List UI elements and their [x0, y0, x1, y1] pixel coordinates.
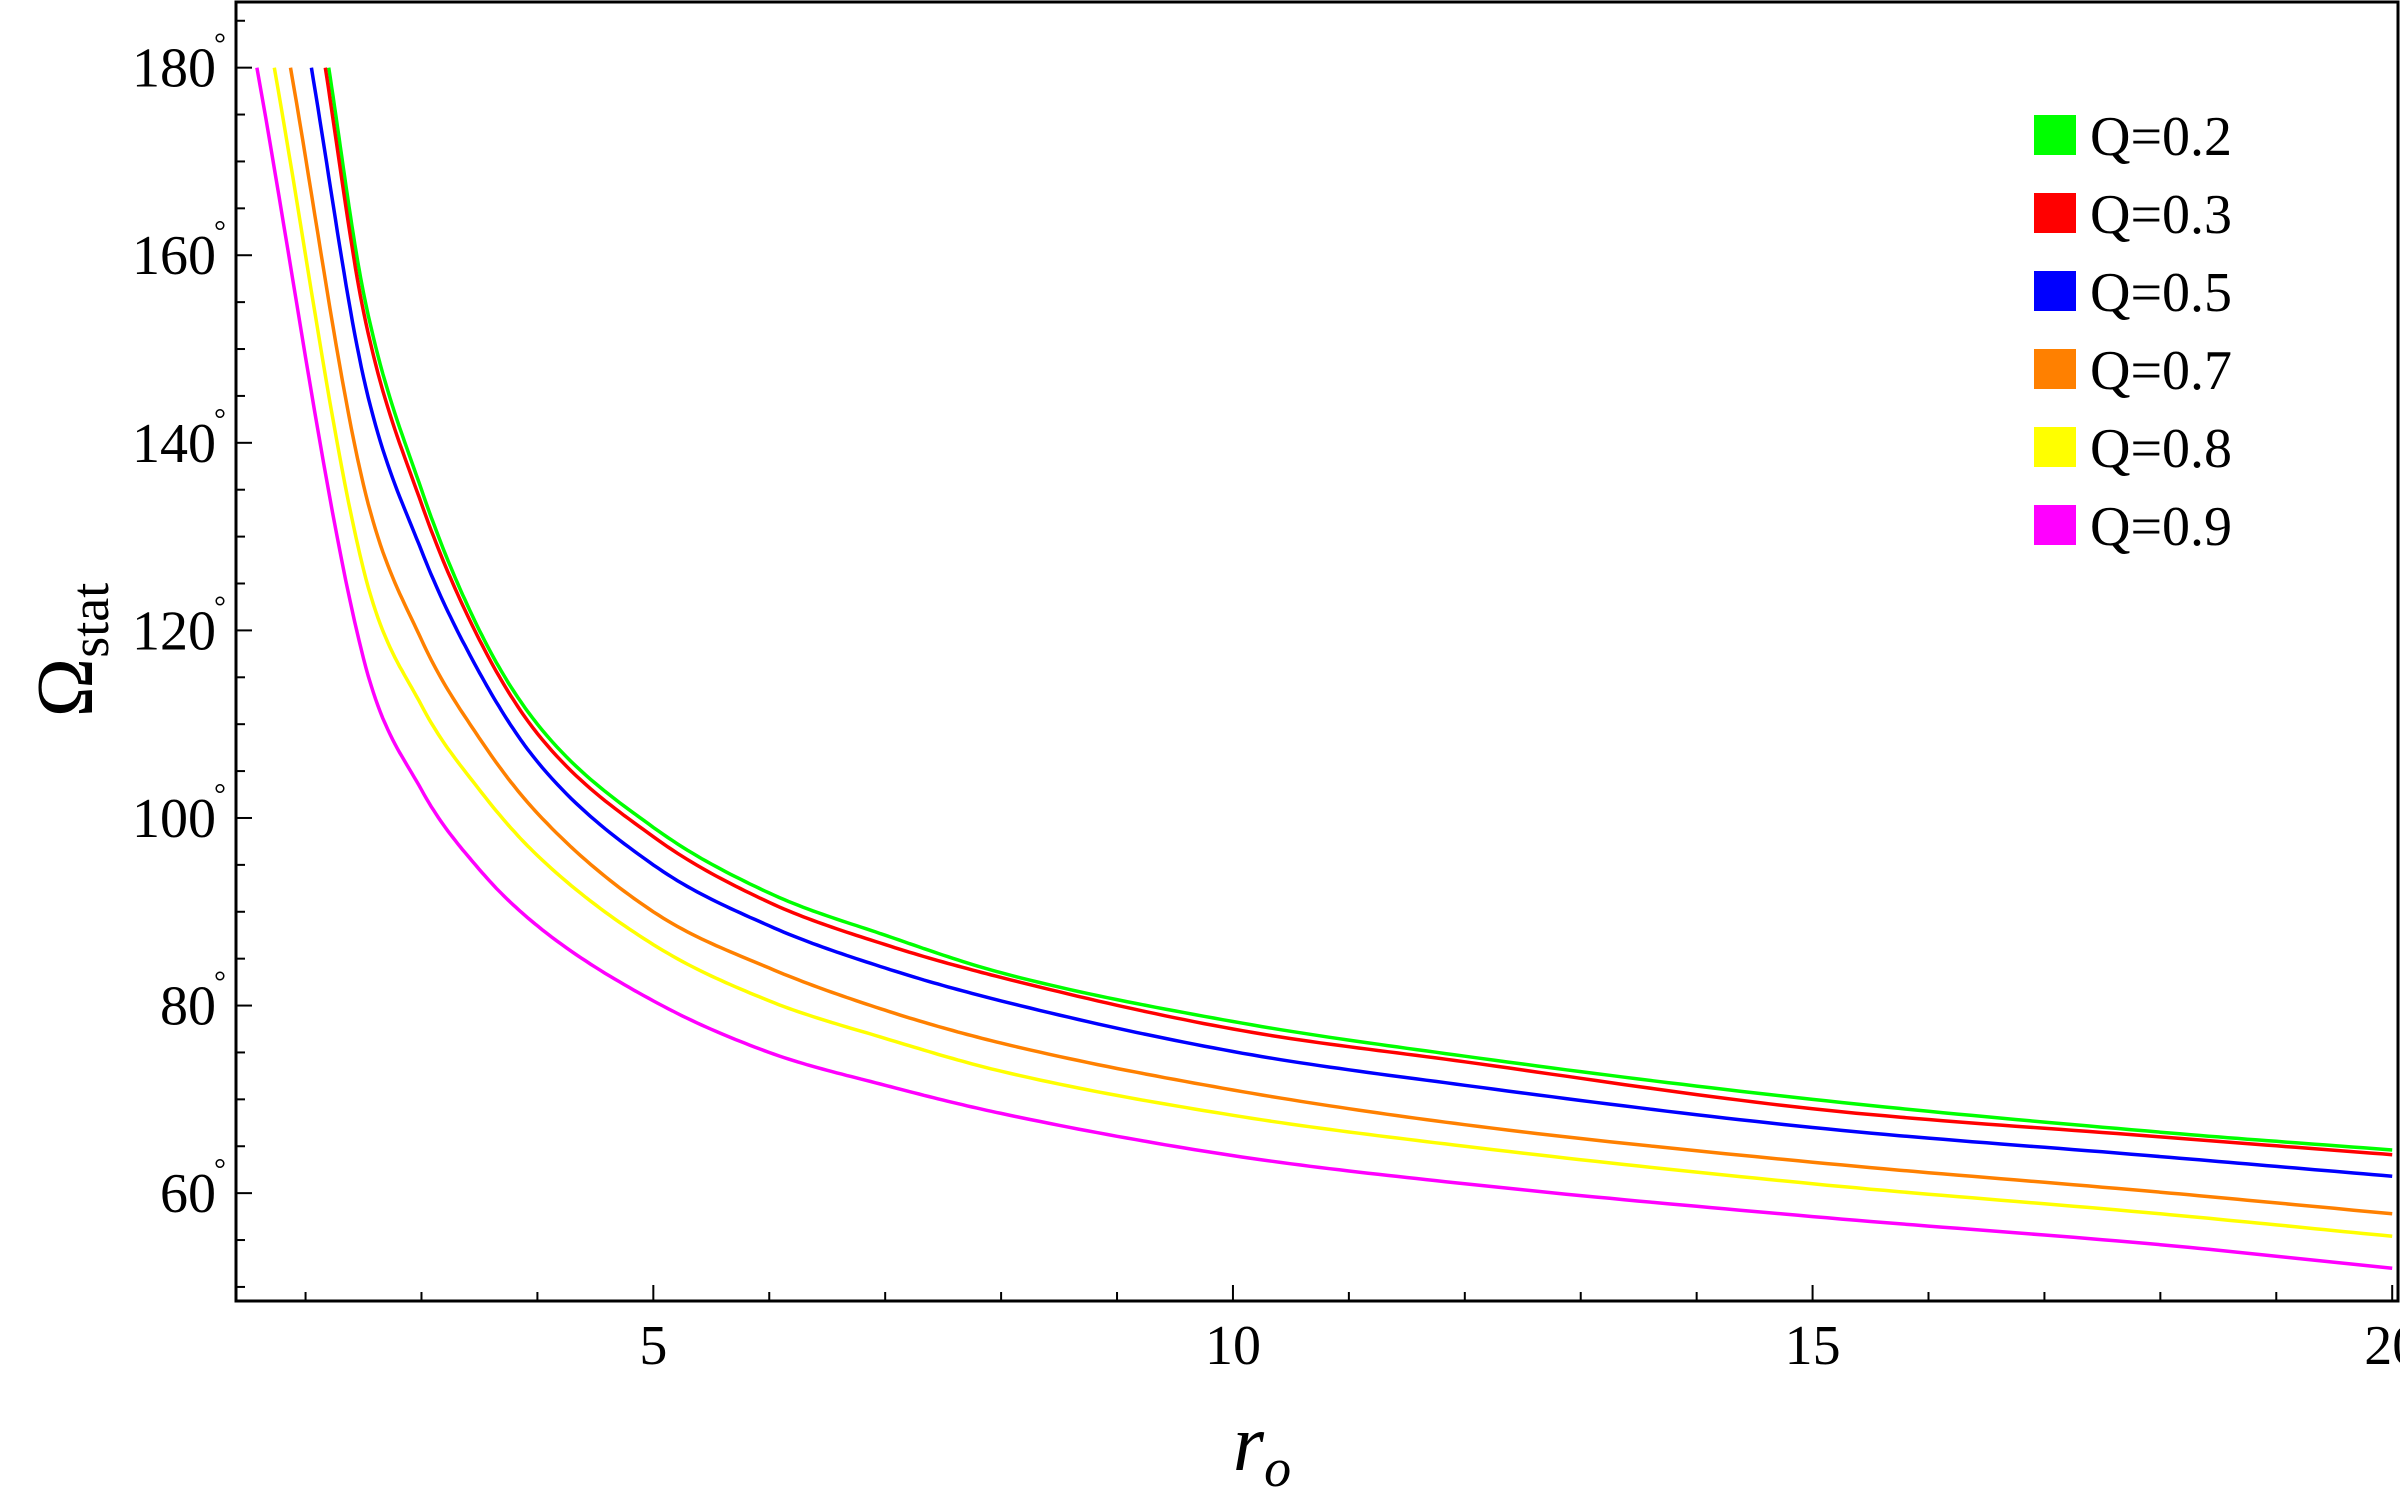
x-axis-ticks: 5 10 15 20: [304, 1285, 2400, 1377]
y-tick-degree: °: [214, 1153, 226, 1186]
x-tick-label: 15: [1785, 1315, 1841, 1377]
y-tick-degree: °: [214, 778, 226, 811]
y-tick-label: 180: [132, 38, 216, 100]
y-axis-title: Ωstat: [22, 583, 120, 717]
y-axis-ticks: 60°80°100°120°140°160°180°: [132, 19, 252, 1288]
y-tick-label: 100: [132, 788, 216, 850]
series-line-2: [309, 67, 2393, 1179]
y-axis-title-sub: stat: [60, 583, 120, 658]
series-line-4: [272, 67, 2393, 1239]
y-tick-label: 80: [160, 976, 216, 1038]
x-axis-title-sub: o: [1264, 1438, 1291, 1492]
y-tick-degree: °: [214, 215, 226, 248]
series-curves: [255, 67, 2393, 1270]
legend-label: Q=0.9: [2090, 496, 2232, 558]
y-tick-label: 120: [132, 600, 216, 662]
x-axis-title-main: r: [1233, 1400, 1265, 1488]
legend: Q=0.2 Q=0.3 Q=0.5 Q=0.7 Q=0.8 Q=0.9: [2034, 106, 2232, 558]
x-tick-label: 10: [1205, 1315, 1261, 1377]
x-tick-label: 5: [639, 1315, 667, 1377]
y-tick-label: 160: [132, 225, 216, 287]
series-line-0: [326, 67, 2393, 1152]
legend-label: Q=0.2: [2090, 106, 2232, 168]
plot-frame: [234, 0, 2400, 1303]
legend-label: Q=0.5: [2090, 262, 2232, 324]
legend-swatch: [2034, 193, 2076, 233]
legend-swatch: [2034, 271, 2076, 311]
legend-label: Q=0.8: [2090, 418, 2232, 480]
x-axis-title: ro: [1233, 1400, 1291, 1492]
x-tick-label: 20: [2364, 1315, 2400, 1377]
legend-swatch: [2034, 427, 2076, 467]
series-line-1: [323, 67, 2393, 1157]
y-tick-degree: °: [214, 28, 226, 61]
legend-swatch: [2034, 115, 2076, 155]
legend-swatch: [2034, 505, 2076, 545]
y-tick-degree: °: [214, 403, 226, 436]
y-tick-label: 140: [132, 413, 216, 475]
y-tick-degree: °: [214, 590, 226, 623]
legend-swatch: [2034, 349, 2076, 389]
y-axis-title-main: Ω: [22, 658, 110, 717]
series-line-3: [288, 67, 2393, 1216]
legend-label: Q=0.7: [2090, 340, 2232, 402]
legend-label: Q=0.3: [2090, 184, 2232, 246]
y-tick-degree: °: [214, 966, 226, 999]
series-line-5: [255, 67, 2393, 1270]
y-tick-label: 60: [160, 1163, 216, 1225]
